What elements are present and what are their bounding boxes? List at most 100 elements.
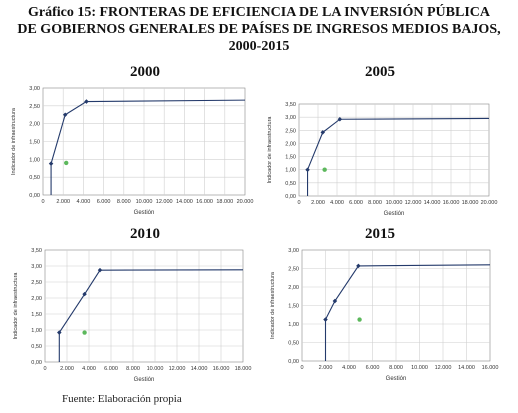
x-tick-label: 12.000 — [405, 200, 422, 206]
y-tick-label: 0,50 — [285, 181, 296, 187]
title-line-1: Gráfico 15: FRONTERAS DE EFICIENCIA DE L… — [27, 5, 491, 20]
y-tick-label: 3,00 — [288, 248, 299, 254]
x-tick-label: 14.000 — [176, 199, 193, 205]
y-tick-label: 3,50 — [285, 102, 296, 108]
y-tick-label: 2,00 — [29, 122, 40, 128]
y-tick-label: 1,00 — [29, 157, 40, 163]
source-note: Fuente: Elaboración propia — [62, 393, 182, 405]
frontier-point — [323, 317, 328, 322]
x-axis-label: Gestión — [134, 377, 155, 383]
y-tick-label: 0,50 — [29, 175, 40, 181]
country-point — [82, 330, 87, 335]
y-tick-label: 2,50 — [29, 104, 40, 110]
x-tick-label: 14.000 — [191, 366, 208, 372]
frontier-line — [58, 269, 244, 362]
x-tick-label: 18.000 — [216, 199, 233, 205]
x-axis-label: Gestión — [386, 376, 407, 382]
chart-2005: 0,00 0,50 1,00 1,50 2,00 2,50 3,00 3,50 0 2.000 4.… — [267, 102, 498, 217]
x-tick-label: 20.000 — [237, 199, 254, 205]
y-tick-label: 0,50 — [31, 344, 42, 350]
panel-title-2015: 2015 — [365, 226, 395, 242]
x-tick-label: 2.000 — [60, 366, 74, 372]
y-tick-label: 0,00 — [288, 359, 299, 365]
y-tick-label: 2,00 — [288, 285, 299, 291]
plot-area — [44, 249, 244, 363]
x-tick-label: 2.000 — [319, 365, 333, 371]
x-tick-label: 12.000 — [435, 365, 452, 371]
y-tick-label: 0,00 — [31, 360, 42, 366]
y-tick-label: 3,00 — [31, 264, 42, 270]
y-tick-label: 1,50 — [288, 304, 299, 310]
x-tick-label: 14.000 — [424, 200, 441, 206]
x-tick-label: 16.000 — [196, 199, 213, 205]
x-tick-label: 2.000 — [311, 200, 325, 206]
frontier-point — [48, 161, 54, 166]
country-point — [357, 317, 362, 322]
y-tick-label: 1,00 — [288, 322, 299, 328]
y-tick-label: 1,00 — [31, 328, 42, 334]
x-tick-label: 4.000 — [77, 199, 91, 205]
panel-title-2010: 2010 — [130, 226, 160, 242]
frontier-line — [324, 264, 491, 361]
y-tick-label: 3,50 — [31, 248, 42, 254]
country-point — [64, 160, 69, 166]
y-tick-label: 3,00 — [285, 115, 296, 121]
x-axis-label: Gestión — [384, 211, 405, 217]
y-tick-label: 2,50 — [288, 267, 299, 273]
frontier-point — [305, 167, 310, 172]
x-tick-label: 8.000 — [117, 199, 131, 205]
x-axis-label: Gestión — [134, 210, 155, 216]
y-tick-label: 0,00 — [285, 194, 296, 200]
y-tick-label: 2,00 — [285, 141, 296, 147]
x-tick-label: 10.000 — [411, 365, 428, 371]
x-tick-label: 16.000 — [482, 365, 499, 371]
frontier-line — [50, 99, 246, 195]
y-tick-label: 1,50 — [29, 140, 40, 146]
y-tick-label: 1,50 — [285, 155, 296, 161]
x-tick-label: 20.000 — [481, 200, 498, 206]
y-tick-label: 0,50 — [288, 341, 299, 347]
x-tick-label: 4.000 — [330, 200, 344, 206]
x-tick-label: 0 — [300, 365, 303, 371]
y-tick-label: 0,00 — [29, 193, 40, 199]
x-tick-label: 10.000 — [386, 200, 403, 206]
x-tick-label: 2.000 — [56, 199, 70, 205]
x-tick-label: 10.000 — [147, 366, 164, 372]
title-line-2: DE GOBIERNOS GENERALES DE PAÍSES DE INGR… — [17, 22, 501, 37]
x-tick-label: 4.000 — [342, 365, 356, 371]
x-tick-label: 16.000 — [213, 366, 230, 372]
x-tick-label: 18.000 — [235, 366, 252, 372]
y-tick-label: 2,50 — [31, 280, 42, 286]
x-tick-label: 6.000 — [366, 365, 380, 371]
x-tick-label: 0 — [43, 366, 46, 372]
chart-2000: 0,00 0,50 1,00 1,50 2,00 2,50 3,00 0 2.000 4.000 6… — [11, 86, 254, 216]
y-axis-label: Indicador de infraestructura — [267, 116, 273, 184]
y-tick-label: 1,00 — [285, 168, 296, 174]
x-tick-label: 16.000 — [443, 200, 460, 206]
y-tick-label: 2,00 — [31, 296, 42, 302]
frontier-point — [62, 112, 68, 118]
y-axis-label: Indicador de infraestructura — [11, 107, 17, 175]
x-tick-label: 8.000 — [389, 365, 403, 371]
x-tick-label: 6.000 — [104, 366, 118, 372]
y-axis-label: Indicador de infraestructura — [270, 271, 276, 339]
y-tick-label: 3,00 — [29, 86, 40, 92]
chart-figure-title: Gráfico 15: FRONTERAS DE EFICIENCIA DE L… — [0, 4, 518, 55]
x-tick-label: 12.000 — [156, 199, 173, 205]
x-tick-label: 6.000 — [97, 199, 111, 205]
y-tick-label: 1,50 — [31, 312, 42, 318]
x-tick-label: 4.000 — [82, 366, 96, 372]
x-tick-label: 8.000 — [126, 366, 140, 372]
chart-2015: 0,00 0,50 1,00 1,50 2,00 2,50 3,00 0 2.000 4.000 6… — [270, 248, 499, 382]
y-axis-label: Indicador de infraestructura — [13, 272, 19, 340]
country-point — [322, 167, 327, 172]
x-tick-label: 0 — [297, 200, 300, 206]
x-tick-label: 6.000 — [349, 200, 363, 206]
panel-title-2000: 2000 — [130, 64, 160, 80]
x-tick-label: 8.000 — [368, 200, 382, 206]
x-tick-label: 10.000 — [136, 199, 153, 205]
x-tick-label: 14.000 — [458, 365, 475, 371]
title-line-3: 2000-2015 — [228, 39, 290, 54]
y-tick-label: 2,50 — [285, 128, 296, 134]
panel-title-2005: 2005 — [365, 64, 395, 80]
